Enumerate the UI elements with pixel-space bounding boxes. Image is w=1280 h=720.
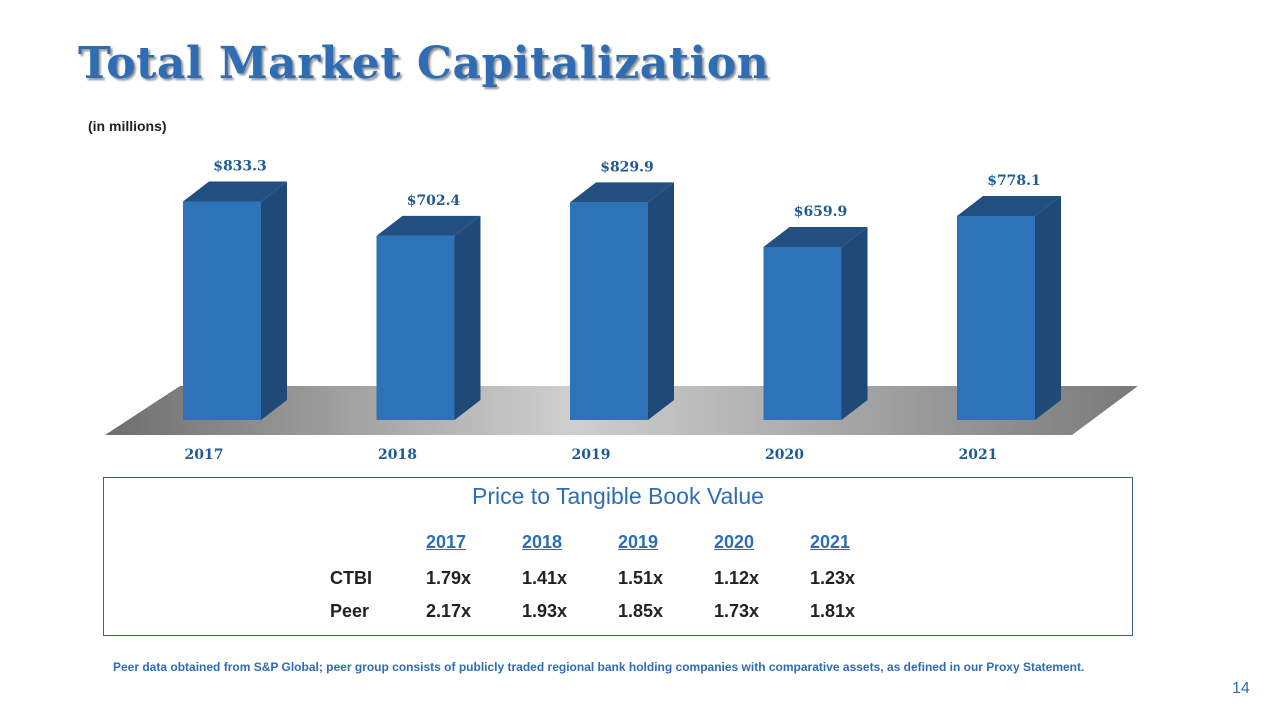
bar-2021 <box>957 215 1035 420</box>
x-tick-label-2021: 2021 <box>959 447 998 463</box>
ptbv-cell-peer-2018: 1.93x <box>522 601 568 621</box>
bar-side-2017 <box>261 181 287 420</box>
value-label-2017: $833.3 <box>213 159 267 175</box>
bar-top-2019 <box>570 182 674 203</box>
ptbv-cell-ctbi-2020: 1.12x <box>714 568 760 588</box>
ptbv-title: Price to Tangible Book Value <box>472 483 764 509</box>
bar-side-2019 <box>648 182 674 420</box>
bar-2019 <box>570 202 648 420</box>
ptbv-cell-peer-2020: 1.73x <box>714 601 760 621</box>
ptbv-table: 2017 2018 2019 2020 2021 CTBI 1.79x 1.41x 1.51x 1… <box>104 478 1132 635</box>
ptbv-cell-peer-2019: 1.85x <box>618 601 664 621</box>
units-label: (in millions) <box>88 118 167 134</box>
ptbv-row-label-ctbi: CTBI <box>330 568 372 588</box>
bar-top-2021 <box>957 195 1061 216</box>
ptbv-cell-peer-2021: 1.81x <box>810 601 856 621</box>
ptbv-row-label-peer: Peer <box>330 601 370 621</box>
ptbv-header-2017: 2017 <box>426 532 467 552</box>
bar-2020 <box>763 246 842 420</box>
ptbv-cell-ctbi-2021: 1.23x <box>810 568 856 588</box>
ptbv-header-2021: 2021 <box>810 532 851 552</box>
x-tick-label-2017: 2017 <box>185 447 224 463</box>
ptbv-panel: Price to Tangible Book Value 2017 2018 201… <box>103 477 1133 636</box>
ptbv-header-2018: 2018 <box>522 532 563 552</box>
ptbv-cell-ctbi-2017: 1.79x <box>426 568 472 588</box>
value-label-2021: $778.1 <box>987 173 1041 189</box>
bar-side-2018 <box>454 215 481 420</box>
market-cap-chart: $833.3 2017 $702.4 2018 $829.9 2019 $659.9 2020… <box>105 159 1138 463</box>
bar-side-2021 <box>1035 195 1061 420</box>
page-number: 14 <box>1232 680 1250 697</box>
x-tick-label-2019: 2019 <box>572 447 611 463</box>
bar-top-2017 <box>183 181 287 202</box>
slide-title: Total Market Capitalization <box>78 38 770 89</box>
ptbv-cell-ctbi-2019: 1.51x <box>618 568 664 588</box>
value-label-2020: $659.9 <box>794 204 848 220</box>
x-tick-label-2018: 2018 <box>378 447 417 463</box>
bar-side-2020 <box>841 226 868 420</box>
footnote: Peer data obtained from S&P Global; peer… <box>113 660 1085 674</box>
ptbv-cell-peer-2017: 2.17x <box>426 601 472 621</box>
ptbv-header-2020: 2020 <box>714 532 755 552</box>
ptbv-cell-ctbi-2018: 1.41x <box>522 568 568 588</box>
x-tick-label-2020: 2020 <box>765 447 804 463</box>
ptbv-header-2019: 2019 <box>618 532 659 552</box>
bar-top-2020 <box>763 226 868 247</box>
bar-top-2018 <box>376 215 481 236</box>
bar-2017 <box>183 201 261 420</box>
bar-2018 <box>376 235 455 420</box>
value-label-2018: $702.4 <box>407 193 461 209</box>
value-label-2019: $829.9 <box>600 159 654 175</box>
